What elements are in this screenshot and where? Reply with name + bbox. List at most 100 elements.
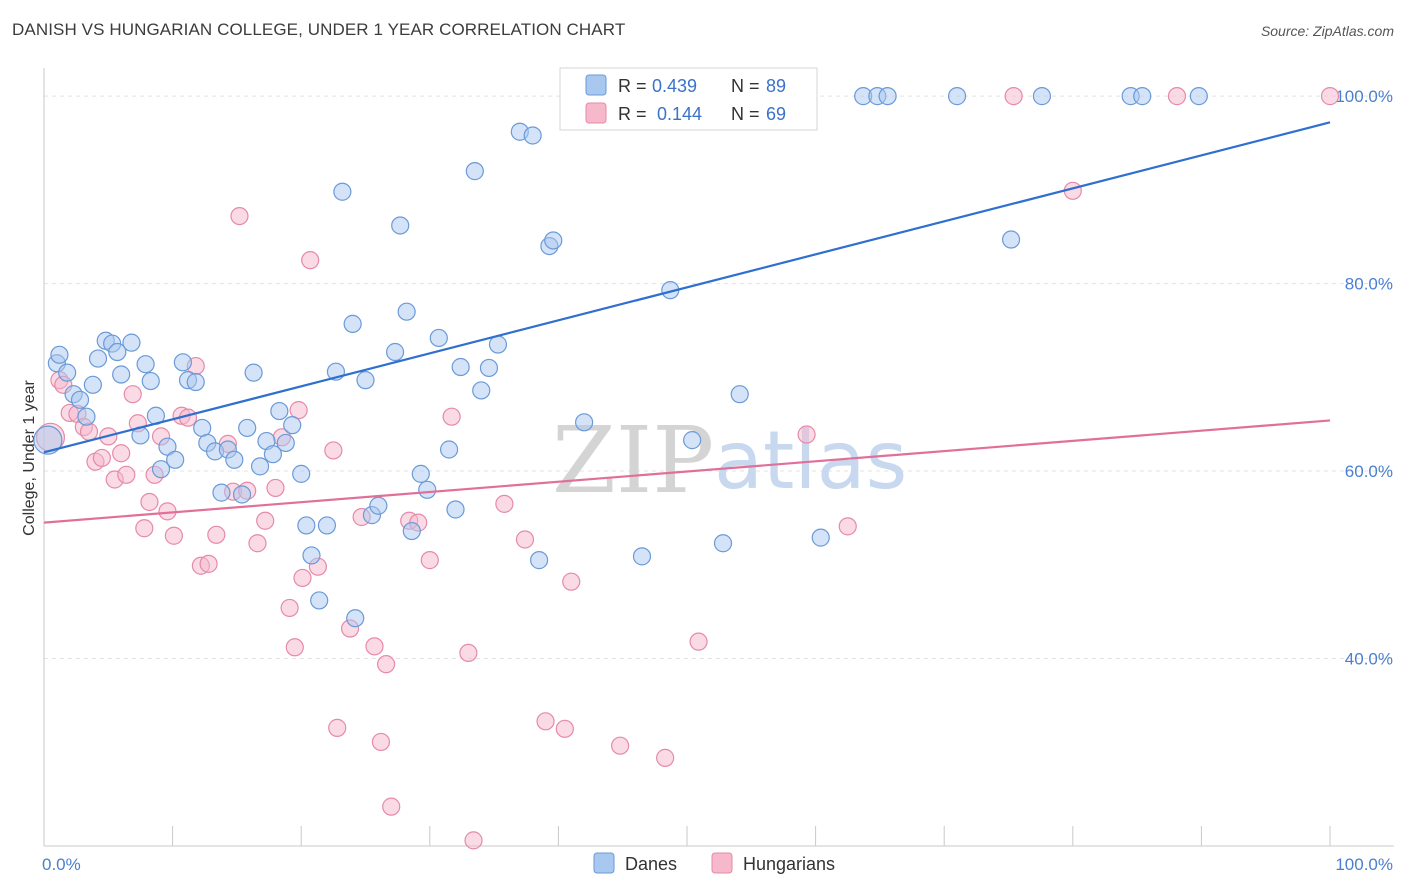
danes-point[interactable] [439, 440, 459, 459]
danes-point[interactable] [122, 333, 141, 352]
danes-point[interactable] [632, 547, 652, 566]
danes-point[interactable] [232, 485, 252, 504]
danes-point[interactable] [317, 516, 337, 535]
bottom-legend-swatch-danes[interactable] [593, 852, 615, 874]
danes-point[interactable] [212, 483, 231, 502]
danes-point[interactable] [1032, 87, 1052, 106]
danes-point[interactable] [310, 591, 329, 610]
danes-point[interactable] [385, 342, 405, 362]
danes-point[interactable] [50, 345, 69, 364]
danes-point[interactable] [479, 358, 499, 378]
hungarians-point[interactable] [112, 444, 131, 463]
hungarians-point[interactable] [689, 632, 708, 651]
hungarians-point[interactable] [562, 572, 581, 591]
hungarians-point[interactable] [324, 441, 343, 460]
hungarians-point[interactable] [797, 425, 816, 444]
danes-point[interactable] [878, 87, 897, 106]
danes-point[interactable] [713, 534, 733, 553]
danes-point[interactable] [58, 363, 77, 382]
danes-point[interactable] [1133, 87, 1152, 106]
hungarians-point[interactable] [495, 494, 514, 513]
danes-point[interactable] [429, 328, 448, 348]
hungarians-point[interactable] [230, 207, 249, 226]
danes-point[interactable] [811, 528, 830, 547]
hungarians-point[interactable] [420, 551, 439, 570]
danes-point[interactable] [225, 450, 244, 469]
hungarians-point[interactable] [464, 831, 483, 850]
hungarians-point[interactable] [117, 465, 136, 484]
danes-point[interactable] [397, 302, 416, 321]
hungarians-point[interactable] [301, 251, 320, 270]
danes-point[interactable] [33, 425, 63, 455]
danes-point[interactable] [369, 496, 388, 515]
danes-point[interactable] [276, 433, 295, 453]
danes-point[interactable] [173, 353, 192, 372]
hungarians-point[interactable] [248, 534, 267, 553]
hungarians-point[interactable] [459, 643, 478, 663]
danes-point[interactable] [446, 500, 465, 519]
hungarians-point[interactable] [1167, 87, 1187, 106]
danes-point[interactable] [1001, 230, 1021, 249]
hungarians-point[interactable] [289, 401, 308, 420]
hungarians-point[interactable] [382, 797, 401, 816]
danes-point[interactable] [346, 609, 365, 628]
danes-point[interactable] [1189, 87, 1208, 106]
danes-point[interactable] [141, 371, 160, 391]
danes-point[interactable] [108, 342, 127, 362]
danes-point[interactable] [544, 231, 563, 250]
hungarians-point[interactable] [442, 407, 461, 426]
danes-point[interactable] [270, 401, 289, 421]
danes-point[interactable] [465, 162, 484, 181]
danes-point[interactable] [70, 390, 90, 409]
hungarians-point[interactable] [365, 637, 384, 656]
hungarians-point[interactable] [293, 568, 312, 588]
danes-point[interactable] [391, 216, 410, 235]
hungarians-point[interactable] [1320, 87, 1340, 106]
danes-point[interactable] [523, 126, 542, 145]
hungarians-point[interactable] [199, 554, 218, 573]
danes-point[interactable] [302, 546, 321, 565]
bottom-legend-danes[interactable]: Danes [625, 854, 677, 874]
danes-point[interactable] [530, 551, 549, 570]
danes-point[interactable] [472, 381, 491, 400]
hungarians-point[interactable] [328, 718, 347, 737]
danes-point[interactable] [297, 516, 316, 535]
hungarians-point[interactable] [656, 748, 675, 767]
danes-point[interactable] [356, 371, 375, 390]
danes-point[interactable] [947, 87, 967, 106]
danes-point[interactable] [683, 431, 702, 450]
hungarians-point[interactable] [555, 719, 574, 738]
danes-point[interactable] [488, 335, 508, 354]
hungarians-point[interactable] [79, 422, 99, 441]
hungarians-point[interactable] [515, 530, 535, 549]
danes-point[interactable] [451, 357, 470, 377]
hungarians-point[interactable] [123, 385, 142, 404]
danes-point[interactable] [250, 457, 270, 476]
danes-point[interactable] [151, 460, 171, 479]
danes-point[interactable] [244, 363, 263, 382]
hungarians-point[interactable] [92, 448, 111, 468]
hungarians-point[interactable] [256, 511, 275, 530]
hungarians-point[interactable] [207, 525, 226, 544]
danes-point[interactable] [343, 314, 362, 333]
hungarians-point[interactable] [1004, 87, 1023, 106]
danes-point[interactable] [333, 182, 352, 201]
hungarians-point[interactable] [611, 736, 630, 755]
danes-point[interactable] [730, 385, 749, 404]
danes-point[interactable] [402, 521, 421, 541]
hungarians-point[interactable] [135, 519, 154, 538]
hungarians-point[interactable] [280, 598, 299, 618]
danes-point[interactable] [575, 413, 594, 432]
danes-point[interactable] [88, 349, 108, 368]
danes-point[interactable] [186, 372, 205, 392]
danes-point[interactable] [238, 418, 257, 438]
bottom-legend-hungarians[interactable]: Hungarians [743, 854, 835, 874]
hungarians-point[interactable] [285, 638, 304, 657]
danes-point[interactable] [411, 464, 430, 483]
danes-point[interactable] [283, 416, 302, 435]
hungarians-point[interactable] [164, 526, 183, 545]
danes-point[interactable] [112, 365, 131, 384]
hungarians-point[interactable] [536, 712, 555, 731]
hungarians-point[interactable] [140, 492, 159, 512]
danes-point[interactable] [83, 375, 102, 394]
